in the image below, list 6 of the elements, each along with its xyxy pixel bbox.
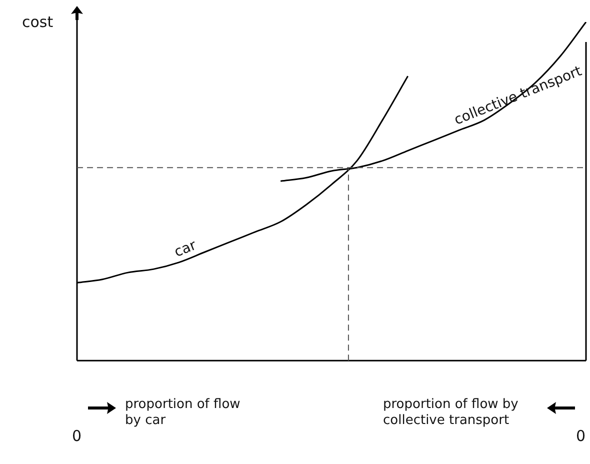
text: proportion of flow by collective transport [383,397,520,429]
text: 0 [72,427,82,445]
text: car [172,237,199,261]
y-axis-title: cost [22,13,54,31]
x-axis-title: proportion of flow by car [125,397,242,429]
text: 0 [576,427,586,445]
